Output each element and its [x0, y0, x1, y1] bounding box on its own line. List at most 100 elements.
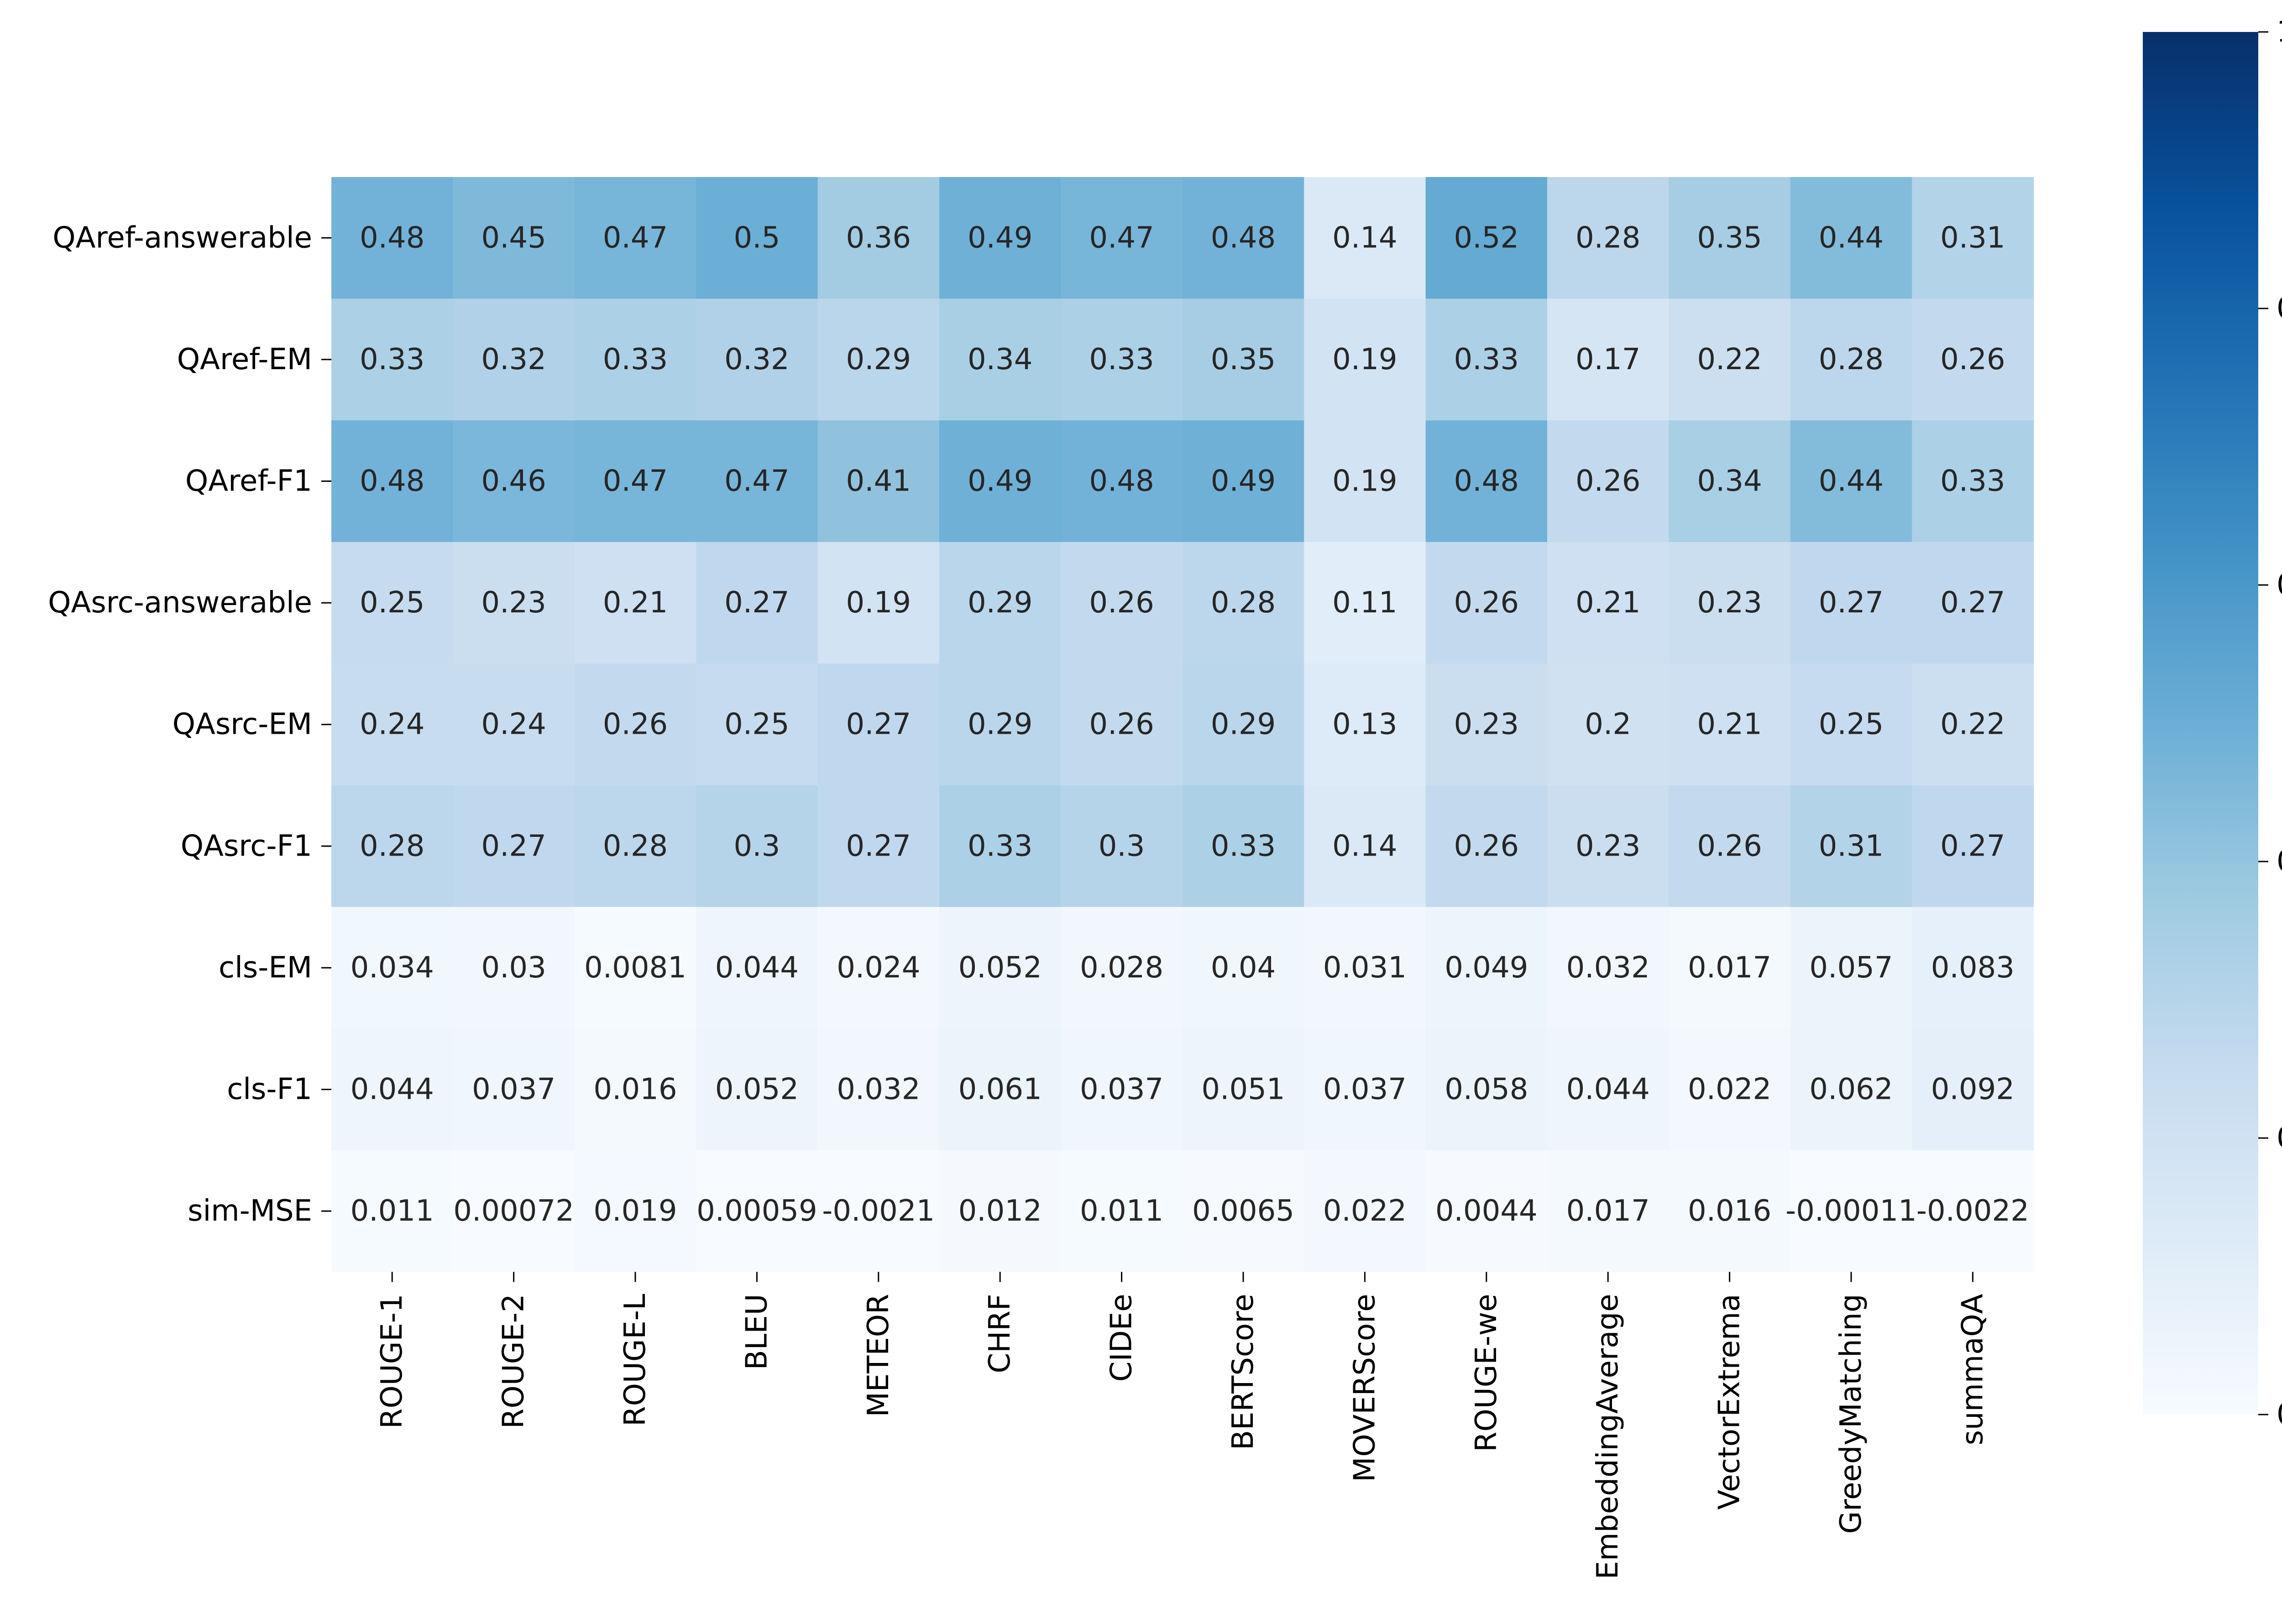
- heatmap-cell-qaref-f1-summaqa: [1912, 420, 2034, 543]
- cell-label: 0.052: [958, 951, 1042, 985]
- heatmap-cell-qaref-em-rouge-l: [574, 298, 696, 421]
- heatmap-cell-qaref-f1-bleu: [696, 420, 818, 543]
- cell-label: 0.22: [1940, 708, 2005, 742]
- row-label-cls-f1: cls-F1: [227, 1073, 312, 1107]
- heatmap-cell-sim-mse-moverscore: [1304, 1150, 1426, 1272]
- cell-label: 0.27: [846, 708, 911, 742]
- heatmap-cell-qasrc-answerable-cidee: [1061, 542, 1183, 664]
- cell-label: 0.24: [481, 708, 546, 742]
- cell-label: 0.32: [724, 343, 790, 376]
- row-label-sim-mse: sim-MSE: [188, 1194, 312, 1228]
- heatmap-cell-qaref-answerable-rouge-l: [574, 177, 696, 299]
- heatmap-cell-qasrc-em-meteor: [817, 663, 940, 786]
- cell-label: 0.29: [968, 708, 1033, 742]
- heatmap-cell-qasrc-answerable-moverscore: [1304, 542, 1426, 664]
- cell-label: 0.26: [1089, 586, 1154, 620]
- cell-label: 0.017: [1566, 1194, 1650, 1228]
- cell-label: 0.27: [481, 829, 546, 863]
- colorbar-tick-label: 0.2: [2277, 1121, 2282, 1155]
- colorbar-tick-label: 1.0: [2277, 15, 2282, 49]
- heatmap-cell-cls-em-summaqa: [1912, 907, 2034, 1029]
- heatmap-cell-qasrc-f1-embeddingaverage: [1547, 785, 1669, 908]
- column-label-rouge-we: ROUGE-we: [1470, 1294, 1503, 1452]
- row-label-qasrc-answerable: QAsrc-answerable: [48, 586, 312, 620]
- cell-label: 0.00059: [696, 1194, 817, 1228]
- cell-label: 0.31: [1819, 829, 1884, 863]
- cell-label: 0.52: [1454, 221, 1519, 255]
- cell-label: 0.083: [1931, 951, 2015, 985]
- heatmap-cell-cls-em-chrf: [939, 907, 1061, 1029]
- cell-label: 0.044: [715, 951, 799, 985]
- cell-label: 0.052: [715, 1073, 799, 1107]
- heatmap-cell-qaref-em-rouge-we: [1425, 298, 1548, 421]
- heatmap-cell-cls-em-bertscore: [1182, 907, 1304, 1029]
- heatmap-cell-sim-mse-greedymatching: [1790, 1150, 1912, 1272]
- cell-label: 0.35: [1697, 221, 1762, 255]
- cell-label: 0.23: [481, 586, 546, 620]
- heatmap-cell-cls-f1-bertscore: [1182, 1029, 1304, 1151]
- heatmap-cell-qaref-em-summaqa: [1912, 298, 2034, 421]
- heatmap-cell-cls-f1-embeddingaverage: [1547, 1029, 1669, 1151]
- column-label-bleu: BLEU: [740, 1294, 774, 1370]
- heatmap-cell-qaref-em-greedymatching: [1790, 298, 1912, 421]
- column-label-embeddingaverage: EmbeddingAverage: [1591, 1294, 1625, 1579]
- cell-label: 0.23: [1575, 829, 1641, 863]
- heatmap-cell-qaref-em-meteor: [817, 298, 940, 421]
- heatmap-cell-qaref-f1-embeddingaverage: [1547, 420, 1669, 543]
- cell-label: 0.21: [1575, 586, 1641, 620]
- heatmap-cell-qasrc-answerable-rouge-l: [574, 542, 696, 664]
- heatmap-cell-cls-em-meteor: [817, 907, 940, 1029]
- cell-label: 0.33: [1089, 343, 1154, 376]
- column-label-rouge-1: ROUGE-1: [375, 1294, 409, 1429]
- heatmap-cell-qaref-em-cidee: [1061, 298, 1183, 421]
- cell-label: 0.27: [846, 829, 911, 863]
- heatmap-cell-cls-em-rouge-2: [453, 907, 575, 1029]
- cell-label: 0.48: [1089, 465, 1154, 498]
- cell-label: 0.037: [1080, 1073, 1163, 1107]
- heatmap-cell-qaref-answerable-rouge-2: [453, 177, 575, 299]
- cell-label: 0.19: [1332, 343, 1397, 376]
- cell-label: 0.061: [958, 1073, 1042, 1107]
- cell-label: 0.0081: [584, 951, 686, 985]
- cell-label: 0.48: [1211, 221, 1276, 255]
- row-label-qaref-answerable: QAref-answerable: [52, 221, 312, 255]
- heatmap-cell-cls-em-greedymatching: [1790, 907, 1912, 1029]
- heatmap-cell-qaref-answerable-chrf: [939, 177, 1061, 299]
- cell-label: 0.26: [1575, 465, 1641, 498]
- column-label-vectorextrema: VectorExtrema: [1713, 1294, 1747, 1509]
- heatmap-cell-sim-mse-bertscore: [1182, 1150, 1304, 1272]
- heatmap-cell-cls-em-vectorextrema: [1669, 907, 1791, 1029]
- cell-label: 0.011: [351, 1194, 434, 1228]
- heatmap-cell-qasrc-answerable-greedymatching: [1790, 542, 1912, 664]
- heatmap-cell-qasrc-f1-rouge-we: [1425, 785, 1548, 908]
- heatmap-cell-qaref-f1-bertscore: [1182, 420, 1304, 543]
- cell-label: 0.062: [1809, 1073, 1893, 1107]
- cell-label: 0.26: [1697, 829, 1762, 863]
- heatmap-cell-qaref-answerable-greedymatching: [1790, 177, 1912, 299]
- cell-label: 0.037: [1323, 1073, 1407, 1107]
- heatmap-cell-qasrc-em-rouge-2: [453, 663, 575, 786]
- cell-label: 0.0044: [1435, 1194, 1538, 1228]
- heatmap-cell-qasrc-em-bertscore: [1182, 663, 1304, 786]
- cell-label: 0.21: [603, 586, 668, 620]
- cell-label: 0.49: [1211, 465, 1276, 498]
- cell-label: 0.25: [724, 708, 790, 742]
- column-label-rouge-2: ROUGE-2: [497, 1294, 531, 1429]
- heatmap-cell-qaref-f1-rouge-2: [453, 420, 575, 543]
- colorbar-gradient: [2143, 32, 2258, 1415]
- cell-label: -0.00011: [1785, 1194, 1917, 1228]
- cell-label: 0.11: [1332, 586, 1397, 620]
- heatmap-cell-qasrc-f1-rouge-2: [453, 785, 575, 908]
- heatmap-cell-qaref-f1-meteor: [817, 420, 940, 543]
- heatmap-cell-qasrc-em-vectorextrema: [1669, 663, 1791, 786]
- cell-label: 0.26: [1454, 829, 1519, 863]
- cell-label: 0.2: [1585, 708, 1631, 742]
- cell-label: 0.48: [360, 221, 425, 255]
- cell-label: 0.44: [1819, 465, 1884, 498]
- cell-label: 0.058: [1445, 1073, 1528, 1107]
- cell-label: 0.34: [1697, 465, 1762, 498]
- heatmap-cell-cls-f1-rouge-1: [331, 1029, 453, 1151]
- heatmap-cell-qasrc-answerable-meteor: [817, 542, 940, 664]
- row-tick-labels: QAref-answerable QAref-EM QAref-F1 QAsrc-an…: [48, 221, 331, 1228]
- cell-label: 0.037: [472, 1073, 555, 1107]
